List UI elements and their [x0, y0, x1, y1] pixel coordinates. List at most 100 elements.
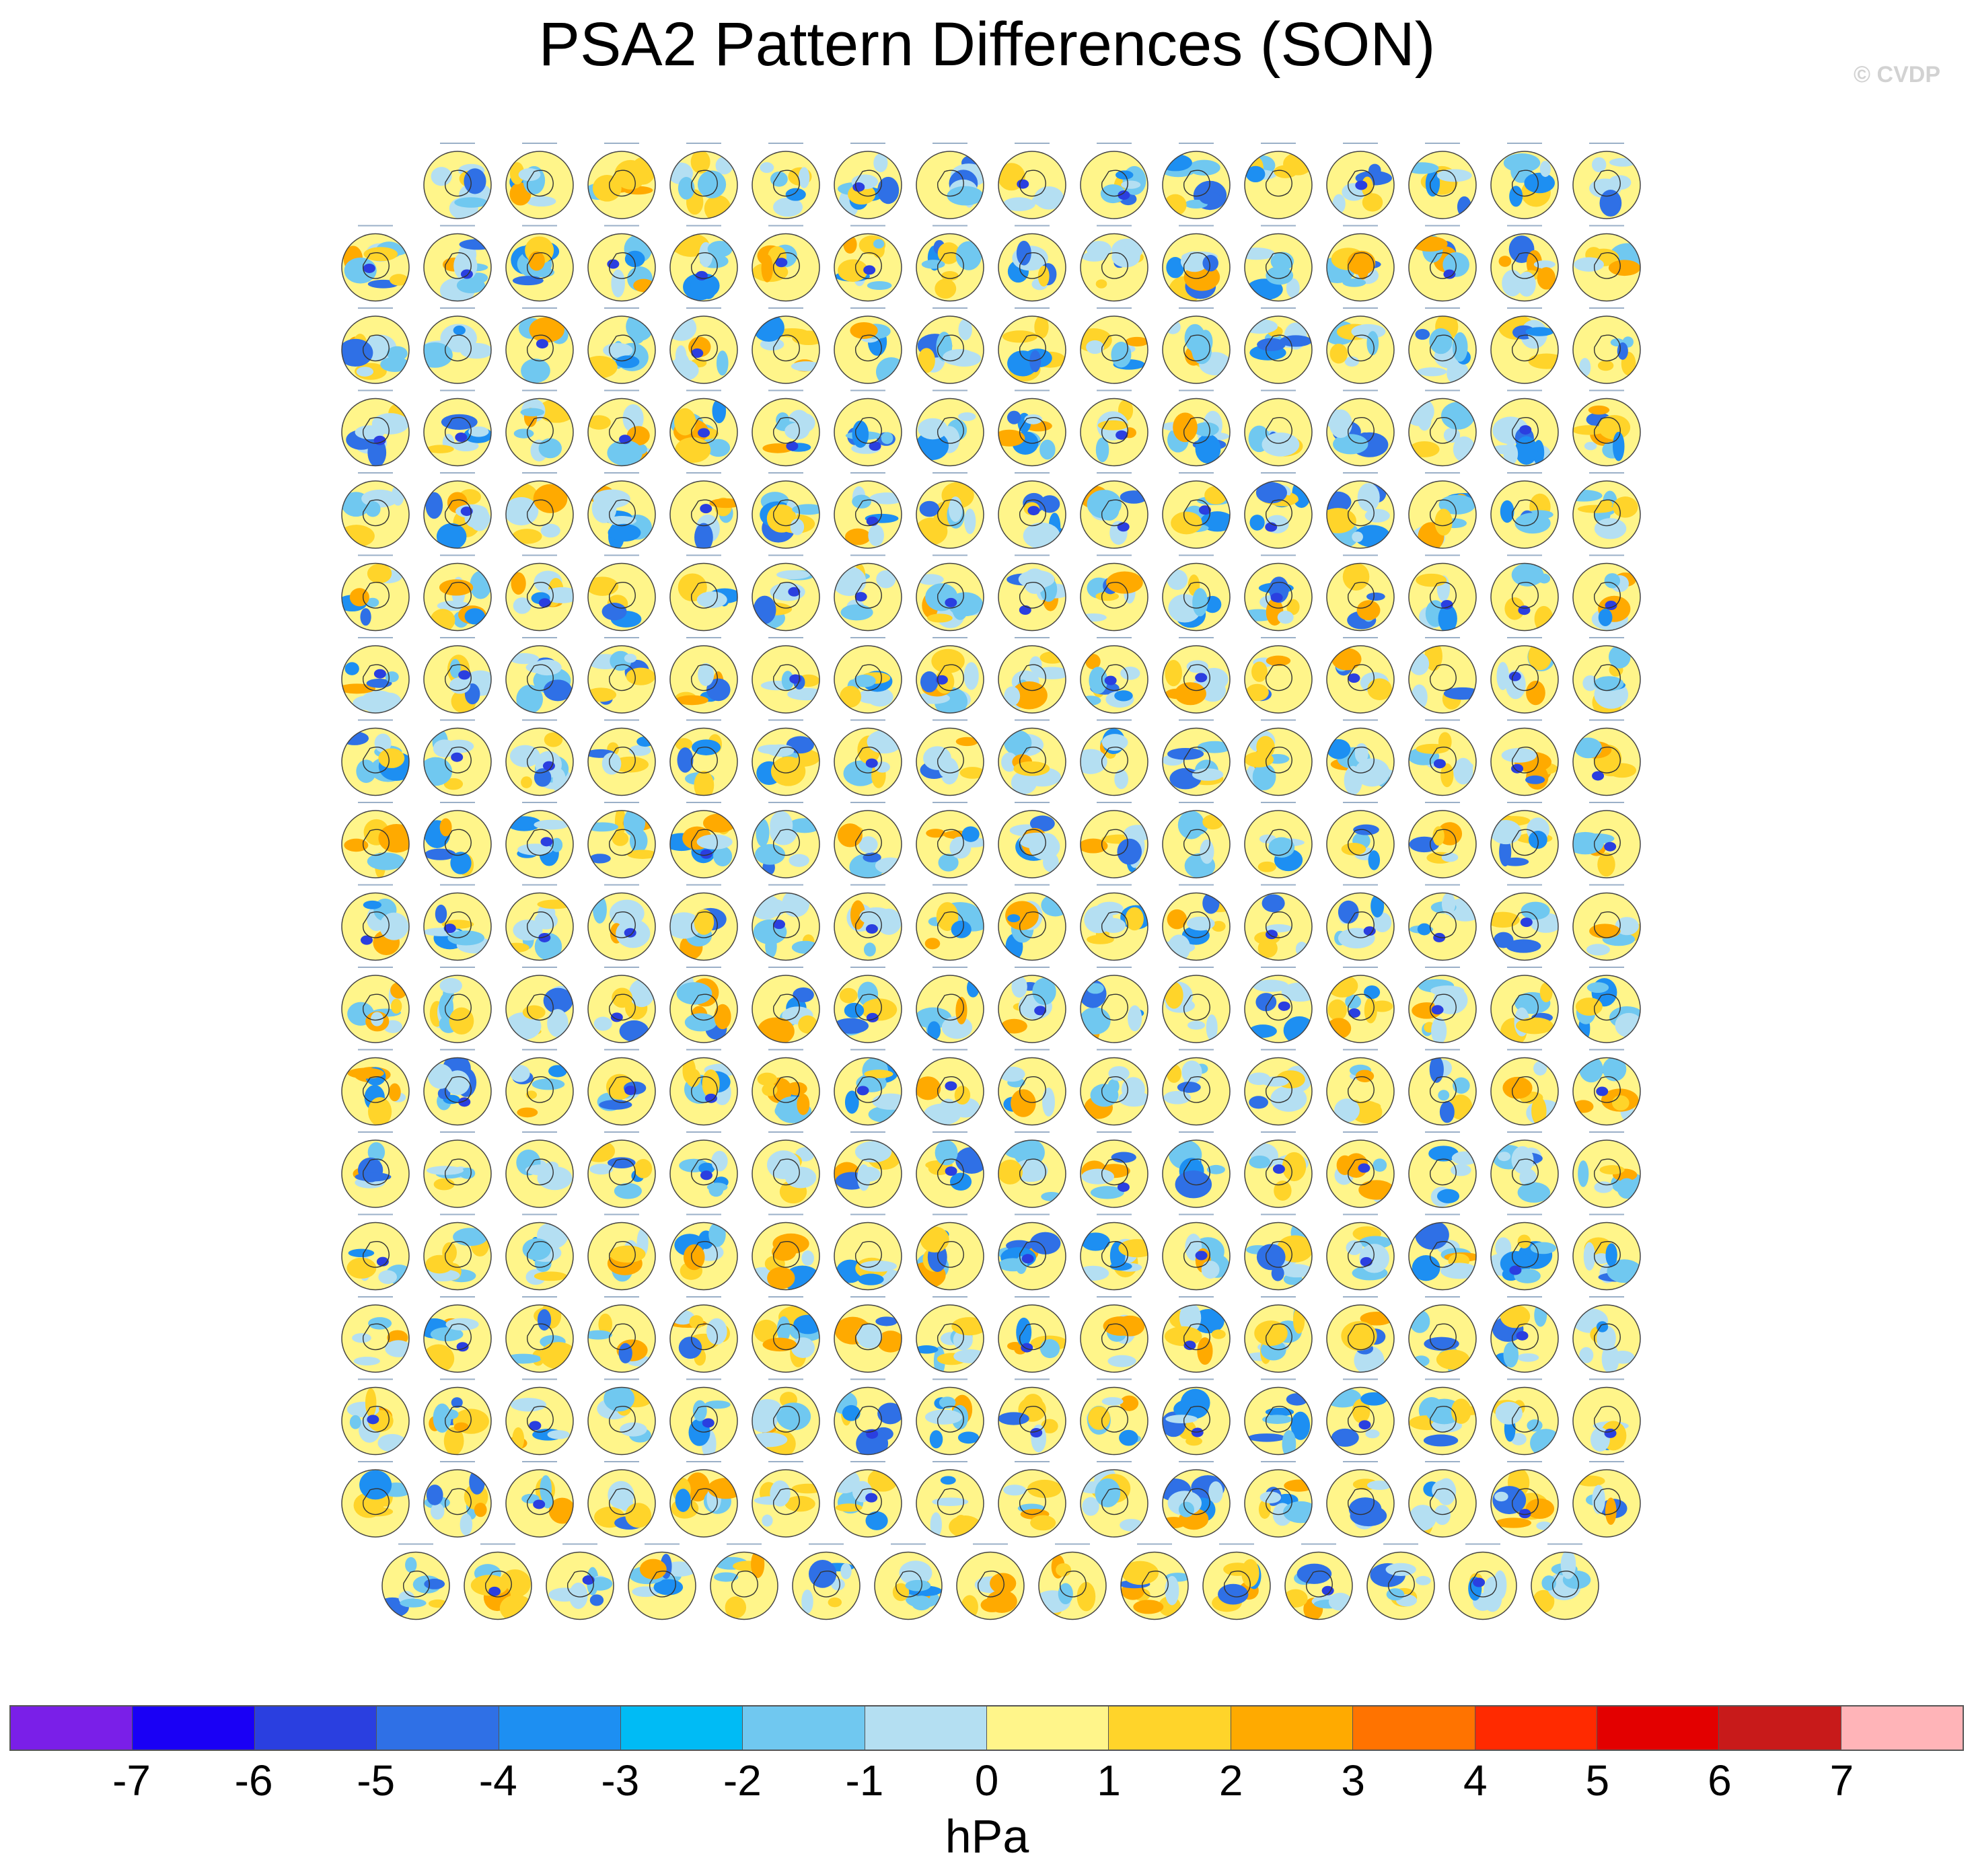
colorbar-segment	[377, 1706, 499, 1750]
panel-map	[1162, 225, 1231, 302]
panel-map	[1326, 472, 1395, 549]
panel-map	[587, 719, 656, 796]
panel-map	[752, 1378, 820, 1456]
panel-map	[381, 1543, 450, 1620]
panel-map	[587, 1131, 656, 1208]
panel-map	[1326, 389, 1395, 467]
panel-map	[669, 1131, 738, 1208]
panel-map	[1572, 884, 1641, 961]
colorbar-tick-label: 0	[974, 1756, 999, 1805]
colorbar-segment	[1353, 1706, 1475, 1750]
panel-map	[1080, 719, 1148, 796]
panel-map	[998, 884, 1066, 961]
panel-map	[1572, 225, 1641, 302]
panel-map	[834, 389, 902, 467]
panel-map	[505, 472, 574, 549]
panel-map	[1572, 802, 1641, 878]
colorbar-tick-label: -7	[112, 1756, 151, 1805]
panel-map	[1490, 802, 1559, 878]
panel-map	[916, 1049, 984, 1126]
panel-map	[916, 389, 984, 467]
panel-map	[587, 637, 656, 714]
panel-map	[505, 1049, 574, 1126]
panel-map	[1490, 1378, 1559, 1456]
panel-map	[1244, 472, 1313, 549]
panel-map	[1162, 472, 1231, 549]
panel-map	[998, 802, 1066, 878]
panel-map	[752, 1131, 820, 1208]
panel-map	[505, 1461, 574, 1538]
panel-map	[998, 719, 1066, 796]
panel-map	[1490, 225, 1559, 302]
colorbar-segment	[133, 1706, 255, 1750]
panel-map	[1490, 719, 1559, 796]
panel-map	[1366, 1543, 1435, 1620]
panel-map	[1408, 389, 1477, 467]
panel-map	[1326, 1461, 1395, 1538]
panel-map	[1490, 1296, 1559, 1373]
panel-map	[669, 472, 738, 549]
panel-map	[1080, 637, 1148, 714]
panel-map	[1326, 1213, 1395, 1291]
colorbar-segment	[987, 1706, 1109, 1750]
colorbar-segment	[1841, 1706, 1963, 1750]
panel-map	[916, 1461, 984, 1538]
panel-map	[834, 884, 902, 961]
panel-map	[341, 1131, 410, 1208]
panel-map	[834, 802, 902, 878]
panel-map	[1408, 719, 1477, 796]
panel-map	[1572, 554, 1641, 632]
panel-map	[423, 1378, 492, 1456]
panel-map	[341, 884, 410, 961]
figure-title: PSA2 Pattern Differences (SON)	[538, 10, 1436, 79]
panel-map	[669, 1213, 738, 1291]
panel-map	[1408, 1296, 1477, 1373]
panel-map	[956, 1543, 1025, 1620]
panel-map	[341, 389, 410, 467]
panel-map	[1080, 307, 1148, 384]
colorbar-segment	[1597, 1706, 1720, 1750]
panel-map	[505, 637, 574, 714]
colorbar-segment	[1475, 1706, 1597, 1750]
panel-map	[505, 1213, 574, 1291]
colorbar-tick-label: -5	[357, 1756, 396, 1805]
panel-map	[1408, 637, 1477, 714]
panel-map	[1080, 1378, 1148, 1456]
panel-map	[1572, 1131, 1641, 1208]
panel-map	[998, 1131, 1066, 1208]
panel-map	[916, 1131, 984, 1208]
panel-map	[834, 719, 902, 796]
panel-map	[916, 472, 984, 549]
panel-map	[834, 554, 902, 632]
colorbar-tick-label: 6	[1708, 1756, 1732, 1805]
colorbar-tick-label: -4	[478, 1756, 517, 1805]
panel-map	[505, 1131, 574, 1208]
panel-map	[1408, 1131, 1477, 1208]
panel-map	[1244, 719, 1313, 796]
panel-map	[587, 225, 656, 302]
panel-map	[423, 389, 492, 467]
panel-map	[505, 143, 574, 219]
panel-map	[1531, 1543, 1599, 1620]
panel-map	[669, 884, 738, 961]
panel-map	[998, 1213, 1066, 1291]
panel-map	[1162, 719, 1231, 796]
panel-map	[1572, 1378, 1641, 1456]
panel-map	[423, 554, 492, 632]
credit-watermark: © CVDP	[1854, 62, 1940, 87]
panel-map	[916, 1213, 984, 1291]
panel-map	[587, 967, 656, 1043]
panel-map	[669, 637, 738, 714]
panel-map	[834, 1049, 902, 1126]
panel-map	[587, 1461, 656, 1538]
panel-map	[1490, 1131, 1559, 1208]
panel-map	[1244, 389, 1313, 467]
panel-map	[423, 307, 492, 384]
colorbar-tick-label: 7	[1829, 1756, 1854, 1805]
panel-map	[1408, 1213, 1477, 1291]
panel-map	[423, 143, 492, 219]
panel-map	[423, 637, 492, 714]
panel-map	[1162, 307, 1231, 384]
panel-map	[834, 1461, 902, 1538]
panel-map	[1162, 967, 1231, 1043]
